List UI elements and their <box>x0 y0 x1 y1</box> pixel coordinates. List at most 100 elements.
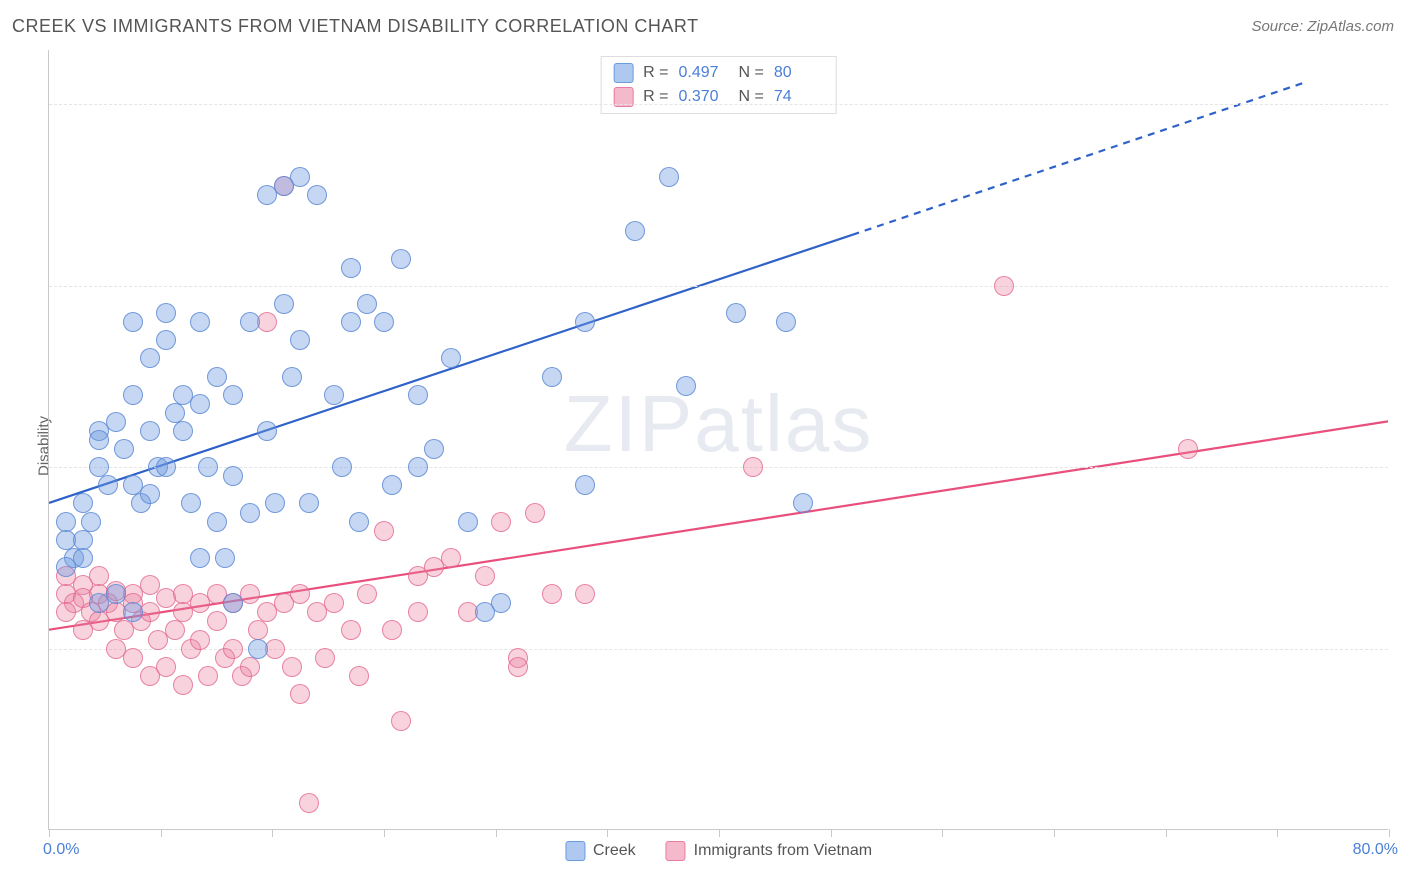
x-tick <box>831 829 832 837</box>
scatter-point-pink <box>240 657 260 677</box>
scatter-point-pink <box>123 648 143 668</box>
scatter-point-pink <box>173 675 193 695</box>
scatter-point-blue <box>114 439 134 459</box>
scatter-point-blue <box>56 512 76 532</box>
y-tick-label: 10.0% <box>1398 640 1406 658</box>
scatter-point-pink <box>357 584 377 604</box>
series-legend: Creek Immigrants from Vietnam <box>565 841 872 861</box>
scatter-point-pink <box>89 566 109 586</box>
scatter-point-blue <box>240 312 260 332</box>
scatter-point-blue <box>240 503 260 523</box>
scatter-point-blue <box>198 457 218 477</box>
scatter-point-blue <box>165 403 185 423</box>
scatter-point-blue <box>140 348 160 368</box>
scatter-point-blue <box>349 512 369 532</box>
scatter-point-pink <box>508 657 528 677</box>
scatter-point-blue <box>207 367 227 387</box>
plot-area: ZIPatlas R = 0.497 N = 80 R = 0.370 N = … <box>48 50 1388 830</box>
scatter-point-blue <box>89 430 109 450</box>
swatch-pink <box>666 841 686 861</box>
scatter-point-pink <box>391 711 411 731</box>
legend-row-blue: R = 0.497 N = 80 <box>613 61 824 85</box>
scatter-point-blue <box>374 312 394 332</box>
scatter-point-pink <box>165 620 185 640</box>
legend-blue-n: 80 <box>774 64 824 82</box>
grid-line <box>49 286 1388 287</box>
scatter-point-blue <box>408 457 428 477</box>
x-tick <box>1277 829 1278 837</box>
scatter-point-pink <box>743 457 763 477</box>
scatter-point-blue <box>215 548 235 568</box>
scatter-point-pink <box>207 611 227 631</box>
x-tick <box>384 829 385 837</box>
scatter-point-blue <box>156 330 176 350</box>
scatter-point-blue <box>123 312 143 332</box>
scatter-point-blue <box>123 602 143 622</box>
scatter-point-pink <box>382 620 402 640</box>
scatter-point-pink <box>299 793 319 813</box>
chart-title: CREEK VS IMMIGRANTS FROM VIETNAM DISABIL… <box>12 16 699 37</box>
grid-line <box>49 467 1388 468</box>
scatter-point-blue <box>441 348 461 368</box>
x-tick <box>942 829 943 837</box>
legend-r-label: R = <box>643 88 668 106</box>
scatter-point-pink <box>290 584 310 604</box>
scatter-point-blue <box>274 294 294 314</box>
scatter-point-blue <box>257 421 277 441</box>
scatter-point-blue <box>223 593 243 613</box>
scatter-point-blue <box>290 330 310 350</box>
scatter-point-blue <box>332 457 352 477</box>
scatter-point-blue <box>73 548 93 568</box>
scatter-point-blue <box>341 258 361 278</box>
watermark-zip: ZIP <box>564 379 694 468</box>
scatter-point-pink <box>575 584 595 604</box>
legend-label-pink: Immigrants from Vietnam <box>694 842 872 860</box>
scatter-point-blue <box>123 385 143 405</box>
scatter-point-blue <box>81 512 101 532</box>
scatter-point-blue <box>542 367 562 387</box>
scatter-point-blue <box>341 312 361 332</box>
scatter-point-blue <box>324 385 344 405</box>
scatter-point-pink <box>475 566 495 586</box>
scatter-point-blue <box>282 367 302 387</box>
swatch-blue <box>565 841 585 861</box>
legend-pink-n: 74 <box>774 88 824 106</box>
scatter-point-blue <box>382 475 402 495</box>
scatter-point-pink <box>56 602 76 622</box>
scatter-point-blue <box>575 312 595 332</box>
x-tick-label: 80.0% <box>1353 841 1398 859</box>
y-tick-label: 20.0% <box>1398 458 1406 476</box>
scatter-point-blue <box>299 493 319 513</box>
scatter-point-pink <box>324 593 344 613</box>
scatter-point-blue <box>73 493 93 513</box>
scatter-point-pink <box>349 666 369 686</box>
scatter-point-blue <box>140 484 160 504</box>
scatter-point-pink <box>408 602 428 622</box>
scatter-point-blue <box>89 457 109 477</box>
scatter-point-blue <box>625 221 645 241</box>
x-tick <box>719 829 720 837</box>
scatter-point-pink <box>198 666 218 686</box>
scatter-point-blue <box>156 457 176 477</box>
scatter-point-blue <box>458 512 478 532</box>
x-tick <box>49 829 50 837</box>
scatter-point-blue <box>73 530 93 550</box>
scatter-point-blue <box>726 303 746 323</box>
scatter-point-blue <box>793 493 813 513</box>
source-label: Source: ZipAtlas.com <box>1251 18 1394 35</box>
scatter-point-blue <box>98 475 118 495</box>
scatter-point-pink <box>542 584 562 604</box>
x-tick <box>1166 829 1167 837</box>
scatter-point-blue <box>173 421 193 441</box>
legend-item-blue: Creek <box>565 841 636 861</box>
swatch-blue <box>613 63 633 83</box>
x-tick <box>496 829 497 837</box>
scatter-point-blue <box>424 439 444 459</box>
x-tick <box>607 829 608 837</box>
scatter-point-blue <box>190 312 210 332</box>
scatter-point-blue <box>156 303 176 323</box>
scatter-point-blue <box>491 593 511 613</box>
scatter-point-pink <box>315 648 335 668</box>
legend-item-pink: Immigrants from Vietnam <box>666 841 872 861</box>
legend-n-label: N = <box>739 88 764 106</box>
